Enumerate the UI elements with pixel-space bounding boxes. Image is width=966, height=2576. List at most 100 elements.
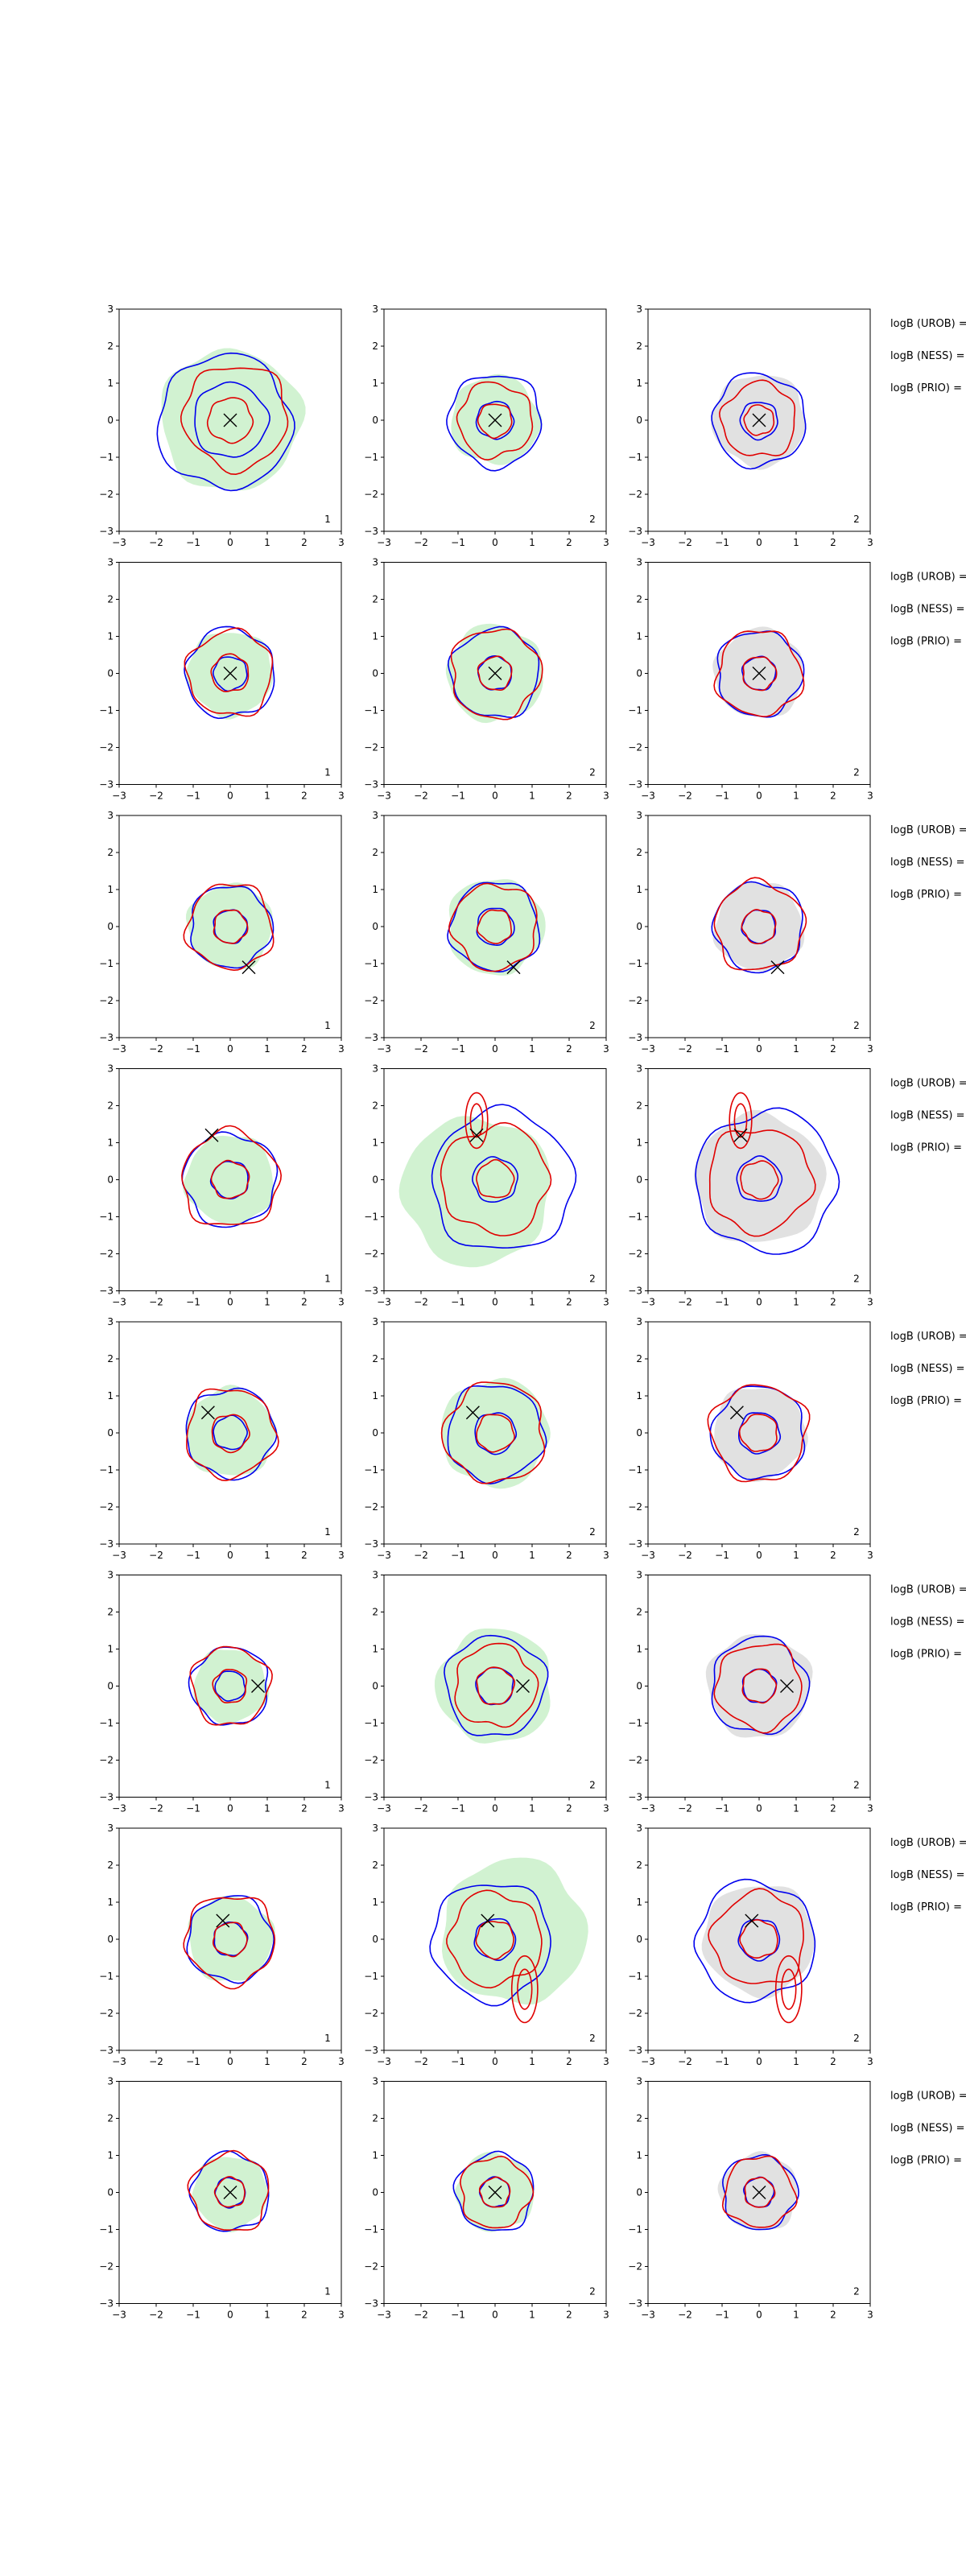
red-contour xyxy=(744,2176,776,2208)
red-contour xyxy=(475,1921,514,1960)
truth-marker xyxy=(465,1406,480,1420)
y-tick-label: −1 xyxy=(628,1212,642,1223)
y-tick-label: −2 xyxy=(99,1249,114,1260)
x-tick-label: 1 xyxy=(529,1550,535,1561)
y-tick-label: 0 xyxy=(636,1174,642,1186)
x-tick-label: 2 xyxy=(830,1297,836,1308)
x-tick-label: 1 xyxy=(529,1043,535,1055)
y-tick-label: −1 xyxy=(628,1971,642,1982)
y-tick-label: 1 xyxy=(636,1897,642,1908)
x-tick-label: 1 xyxy=(529,2310,535,2321)
y-tick-label: −3 xyxy=(364,1792,378,1803)
x-tick-label: 2 xyxy=(301,1043,308,1055)
x-tick-label: 2 xyxy=(566,1550,572,1561)
x-tick-label: −2 xyxy=(149,2310,163,2321)
red-contour xyxy=(476,1414,515,1453)
y-tick-label: −3 xyxy=(99,2045,114,2056)
blue-contour xyxy=(184,625,275,720)
x-tick-label: 3 xyxy=(338,2310,345,2321)
blue-contour xyxy=(447,881,541,973)
y-tick-label: −1 xyxy=(628,958,642,969)
x-tick-label: 0 xyxy=(492,1803,498,1814)
red-contour xyxy=(477,909,512,945)
blue-contour xyxy=(737,1918,781,1962)
y-tick-label: −1 xyxy=(99,1464,114,1476)
x-tick-label: 0 xyxy=(227,2310,233,2321)
y-tick-label: −2 xyxy=(364,489,378,500)
x-tick-label: 0 xyxy=(227,1803,233,1814)
y-tick-label: 1 xyxy=(107,1644,114,1655)
corner-label: 2 xyxy=(853,2033,860,2044)
x-tick-label: 3 xyxy=(603,1803,609,1814)
y-tick-label: −2 xyxy=(364,742,378,753)
panel-r2-c1: −3−3 −2 −2 −1 −1 0 0 1 1 2 2 3 3 1 xyxy=(99,557,345,802)
density-fill xyxy=(434,1629,551,1744)
blue-contour xyxy=(431,1104,577,1249)
corner-label: 1 xyxy=(324,2033,331,2044)
y-tick-label: −1 xyxy=(364,958,378,969)
red-contour xyxy=(213,2176,246,2208)
blue-contour xyxy=(711,881,803,974)
x-tick-label: 3 xyxy=(603,791,609,802)
truth-marker xyxy=(200,1406,215,1420)
x-tick-label: −1 xyxy=(451,1550,465,1561)
x-tick-label: −2 xyxy=(414,1043,428,1055)
corner-label: 2 xyxy=(853,1020,860,1031)
x-tick-label: 2 xyxy=(566,2310,572,2321)
y-tick-label: 2 xyxy=(636,2113,642,2124)
y-tick-label: 3 xyxy=(372,1063,378,1075)
red-contour xyxy=(742,656,778,691)
truth-marker xyxy=(481,1913,495,1928)
x-tick-label: 2 xyxy=(301,1550,308,1561)
y-tick-label: 1 xyxy=(107,2150,114,2161)
density-fill xyxy=(451,374,543,465)
x-tick-label: 3 xyxy=(867,2310,873,2321)
side-label: logB (NESS) = xyxy=(890,857,964,869)
y-tick-label: −2 xyxy=(364,1501,378,1513)
blue-contour xyxy=(736,1155,783,1202)
y-tick-label: 1 xyxy=(372,1897,378,1908)
y-tick-label: 3 xyxy=(107,557,114,568)
x-tick-label: −1 xyxy=(186,791,200,802)
blue-contour xyxy=(711,372,807,470)
x-tick-label: 1 xyxy=(793,537,799,548)
y-tick-label: 1 xyxy=(372,2150,378,2161)
x-tick-label: 1 xyxy=(793,1297,799,1308)
y-tick-label: 0 xyxy=(372,1427,378,1439)
y-tick-label: 1 xyxy=(372,1137,378,1149)
x-tick-label: −3 xyxy=(641,791,655,802)
blue-contour xyxy=(716,630,805,718)
x-tick-label: 1 xyxy=(793,791,799,802)
density-fill xyxy=(441,1377,551,1489)
y-tick-label: −2 xyxy=(99,1501,114,1513)
y-tick-label: 0 xyxy=(372,415,378,426)
y-tick-label: −1 xyxy=(99,958,114,969)
y-tick-label: 3 xyxy=(636,303,642,315)
y-tick-label: 1 xyxy=(372,631,378,642)
corner-label: 2 xyxy=(589,1526,596,1538)
side-label: logB (NESS) = xyxy=(890,350,964,362)
side-label: logB (NESS) = xyxy=(890,2123,964,2135)
truth-marker xyxy=(204,1128,219,1142)
side-label: logB (UROB) = xyxy=(890,2091,966,2103)
truth-marker xyxy=(223,667,237,680)
x-tick-label: 1 xyxy=(793,2056,799,2067)
y-tick-label: −2 xyxy=(628,2261,642,2273)
truth-marker xyxy=(733,1128,748,1142)
y-tick-label: −3 xyxy=(99,1286,114,1297)
density-fill xyxy=(701,1886,815,2000)
y-tick-label: 3 xyxy=(372,1570,378,1581)
y-tick-label: 2 xyxy=(107,594,114,605)
x-tick-label: −3 xyxy=(112,2310,126,2321)
y-tick-label: 1 xyxy=(636,378,642,389)
y-tick-label: −3 xyxy=(628,2045,642,2056)
y-tick-label: −2 xyxy=(99,489,114,500)
y-tick-label: −3 xyxy=(628,779,642,791)
red-contour xyxy=(183,883,275,972)
x-tick-label: 2 xyxy=(830,1550,836,1561)
x-tick-label: −1 xyxy=(451,1297,465,1308)
red-contour xyxy=(210,653,250,692)
y-tick-label: −3 xyxy=(628,1792,642,1803)
y-tick-label: −2 xyxy=(99,995,114,1006)
y-tick-label: 3 xyxy=(372,1316,378,1327)
